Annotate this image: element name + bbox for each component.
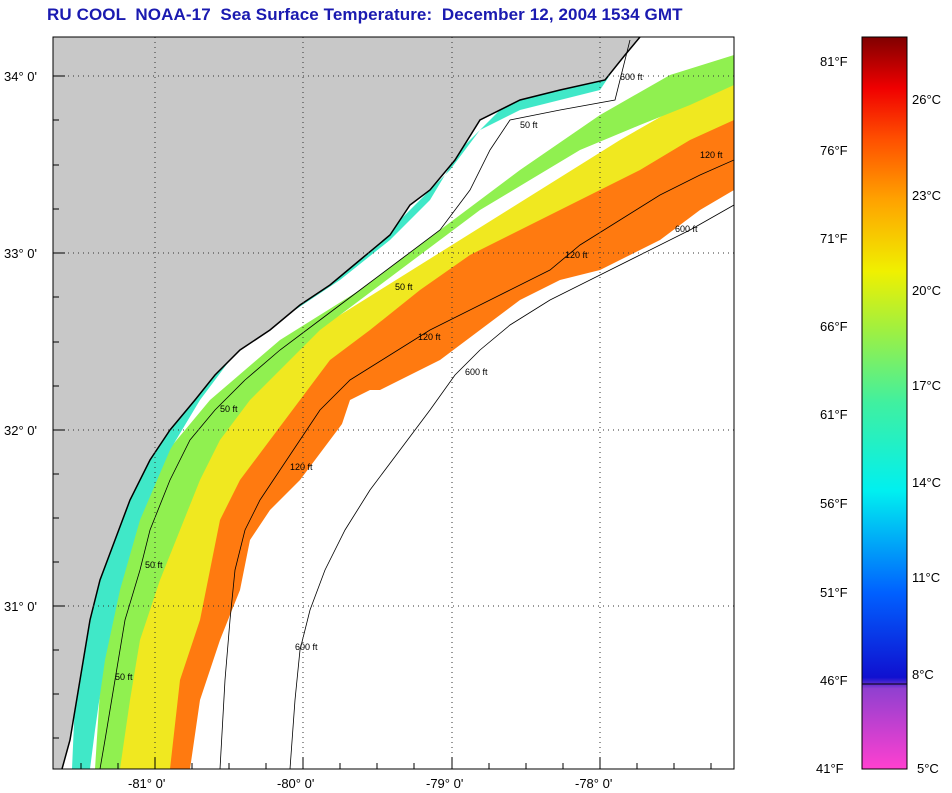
- fahrenheit-labels: 81°F 76°F 71°F 66°F 61°F 56°F 51°F 46°F …: [816, 54, 848, 776]
- map-frame: [52, 36, 735, 770]
- lat-label: 31° 0': [4, 599, 37, 614]
- contour-label: 600 ft: [295, 642, 318, 652]
- lon-label: -81° 0': [128, 776, 165, 791]
- lon-label: -80° 0': [277, 776, 314, 791]
- f-label: 76°F: [820, 143, 848, 158]
- contour-label: 120 ft: [418, 332, 441, 342]
- f-label: 66°F: [820, 319, 848, 334]
- lat-label: 34° 0': [4, 69, 37, 84]
- graticule: [53, 37, 734, 769]
- c-label: 17°C: [912, 378, 941, 393]
- contour-600ft: [289, 204, 734, 769]
- cloud-mask: [205, 230, 734, 769]
- c-label: 14°C: [912, 475, 941, 490]
- sst-cool-band: [95, 55, 734, 769]
- f-label: 46°F: [820, 673, 848, 688]
- contour-label: 600 ft: [620, 72, 643, 82]
- c-label: 23°C: [912, 188, 941, 203]
- contour-50ft: [99, 39, 631, 769]
- contour-label: 50 ft: [395, 282, 413, 292]
- contour-label: 600 ft: [465, 367, 488, 377]
- contour-labels: 50 ft 120 ft 600 ft 50 ft 120 ft 600 ft …: [115, 72, 723, 682]
- contour-label: 120 ft: [565, 250, 588, 260]
- f-label: 81°F: [820, 54, 848, 69]
- lat-label: 33° 0': [4, 246, 37, 261]
- coastline: [61, 37, 641, 769]
- lon-label: -79° 0': [426, 776, 463, 791]
- f-label: 41°F: [816, 761, 844, 776]
- contour-label: 50 ft: [520, 120, 538, 130]
- land-mass: [53, 37, 640, 769]
- axis-ticks: [53, 75, 712, 769]
- f-label: 71°F: [820, 231, 848, 246]
- lat-label: 32° 0': [4, 423, 37, 438]
- contour-label: 50 ft: [220, 404, 238, 414]
- f-label: 56°F: [820, 496, 848, 511]
- contour-label: 50 ft: [115, 672, 133, 682]
- f-label: 61°F: [820, 407, 848, 422]
- contour-label: 600 ft: [675, 224, 698, 234]
- celsius-labels: 26°C 23°C 20°C 17°C 14°C 11°C 8°C 5°C: [912, 92, 941, 776]
- contour-120ft: [219, 159, 734, 769]
- c-label: 5°C: [917, 761, 939, 776]
- c-label: 11°C: [912, 570, 940, 585]
- contour-label: 120 ft: [290, 462, 313, 472]
- contour-label: 50 ft: [145, 560, 163, 570]
- sst-warm-band: [130, 95, 734, 769]
- colorbar: [861, 36, 908, 770]
- sst-mid-band: [110, 80, 734, 769]
- map-title: RU COOL NOAA-17 Sea Surface Temperature:…: [47, 5, 683, 24]
- lon-label: -78° 0': [575, 776, 612, 791]
- c-label: 8°C: [912, 667, 934, 682]
- c-label: 26°C: [912, 92, 941, 107]
- c-label: 20°C: [912, 283, 941, 298]
- f-label: 51°F: [820, 585, 848, 600]
- contour-label: 120 ft: [700, 150, 723, 160]
